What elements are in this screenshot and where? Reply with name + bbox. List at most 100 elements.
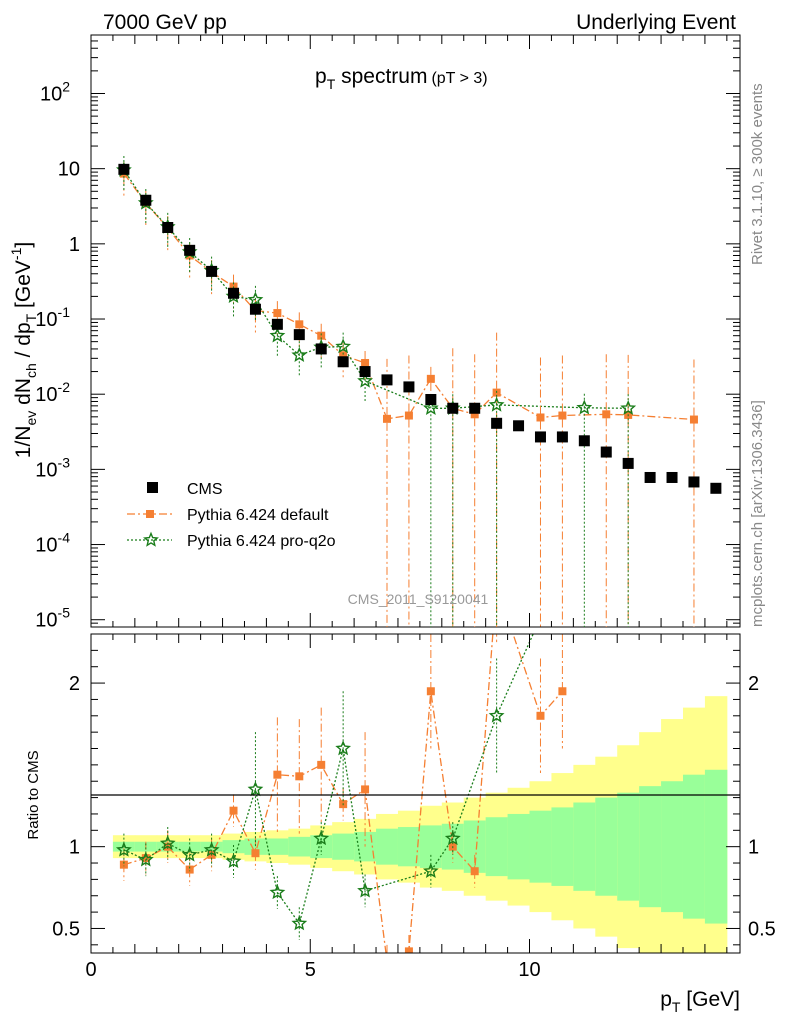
chart-title-rest: spectrum [335, 65, 427, 88]
star-marker [269, 327, 286, 343]
cms-point [206, 265, 218, 277]
cms-point [118, 163, 130, 175]
y-tick-label-exp: -1 [58, 304, 71, 320]
x-axis-label-rest: [GeV] [680, 988, 740, 1011]
star-marker [357, 882, 374, 898]
default-point [558, 411, 567, 420]
cms-point [556, 431, 568, 443]
main-ticks: 10-5 10-4 10-3 10-2 10-1 1 10 102 [35, 34, 740, 632]
cms-point [622, 457, 634, 469]
ratio-default-point [317, 760, 326, 769]
band-inner [573, 802, 596, 891]
band-inner [661, 781, 684, 913]
star-marker [291, 915, 308, 931]
cms-point [337, 356, 349, 368]
cms-point [271, 318, 283, 330]
band-inner [419, 825, 443, 868]
chart-title-p: p [315, 65, 327, 88]
star-marker [620, 399, 637, 415]
cms-point [710, 482, 722, 494]
legend-marker-cms [147, 482, 158, 493]
band-inner [682, 774, 706, 919]
star-marker [422, 400, 439, 415]
legend-label: Pythia 6.424 pro-q2o [187, 533, 336, 550]
ratio-series [115, 634, 567, 965]
watermark: CMS_2011_S9120041 [348, 591, 489, 607]
star-marker [247, 291, 264, 307]
star-marker [137, 851, 154, 867]
cms-point [162, 221, 174, 233]
star-marker [335, 740, 352, 756]
header-right: Underlying Event [576, 11, 736, 34]
y-tick-label-exp: -4 [58, 530, 71, 546]
ratio-default-point [295, 772, 304, 781]
legend-marker-default [146, 510, 154, 518]
ratio-default-point [251, 849, 260, 858]
cms-point [359, 366, 371, 378]
ratio-default-point [229, 806, 238, 815]
cms-point [228, 287, 240, 299]
ratio-series-clipped [115, 634, 567, 965]
default-point [536, 413, 545, 422]
ratio-default-point [383, 957, 391, 965]
band-inner [266, 838, 289, 855]
ratio-y-axis-label: Ratio to CMS [25, 750, 42, 839]
cms-point [425, 393, 437, 405]
star-marker [203, 841, 220, 857]
y-tick-label-exp: -3 [58, 454, 71, 470]
band-inner [507, 813, 531, 880]
cms-point [293, 329, 305, 341]
y-tick-label: 10-1 [35, 304, 70, 331]
band-inner [704, 769, 728, 924]
x-tick-label: 5 [305, 959, 316, 981]
y-tick-label-exp: 2 [62, 78, 70, 94]
ratio-default-point [404, 947, 413, 953]
star-marker [335, 338, 352, 354]
ratio-y-tick-label-right: 1 [748, 837, 759, 859]
star-marker [225, 853, 242, 869]
band-inner [376, 828, 399, 865]
x-axis-label-p: p [660, 988, 672, 1011]
y-tick-label-exp: -5 [58, 605, 71, 621]
cms-point [184, 244, 196, 256]
star-marker [181, 846, 198, 862]
star-marker [444, 830, 461, 846]
star-marker [576, 399, 593, 415]
cms-point [381, 374, 393, 386]
cms-point [403, 381, 415, 393]
ratio-default-point [141, 854, 150, 863]
cms-point [315, 343, 327, 355]
main-panel: 10-5 10-4 10-3 10-2 10-1 1 10 102 pT spectrum (p… [8, 34, 741, 632]
cms-point [249, 303, 261, 315]
cms-point [447, 402, 459, 414]
default-point [602, 410, 611, 419]
default-point [273, 309, 282, 318]
band-inner [617, 792, 640, 901]
y-tick-label: 10-4 [35, 530, 70, 557]
cms-point [600, 446, 612, 458]
y-tick-label: 10 [58, 159, 80, 181]
svg-text:1/Nev dNch / dpT [GeV-1]: 1/Nev dNch / dpT [GeV-1] [8, 242, 39, 458]
default-point [404, 411, 413, 420]
y-tick-label: 1 [69, 234, 80, 256]
default-point [382, 414, 391, 423]
cms-point [666, 471, 678, 483]
default-point [339, 351, 348, 360]
x-axis-label: pT [GeV] [660, 988, 740, 1015]
star-marker [115, 841, 132, 857]
default-point [317, 331, 326, 340]
mcplots-label: mcplots.cern.ch [arXiv:1306.3436] [749, 400, 766, 627]
legend-label: Pythia 6.424 default [187, 507, 329, 524]
cms-point [491, 417, 503, 429]
ratio-default-point [426, 687, 435, 696]
ratio-default-point [185, 865, 194, 874]
x-tick-label: 0 [85, 959, 96, 981]
band-inner [463, 820, 487, 873]
star-marker [313, 830, 330, 846]
cms-point [644, 471, 656, 483]
cms-point [140, 194, 152, 206]
cms-point [513, 420, 525, 432]
y-tick-label: 10-3 [35, 454, 70, 481]
band-inner [288, 836, 311, 857]
